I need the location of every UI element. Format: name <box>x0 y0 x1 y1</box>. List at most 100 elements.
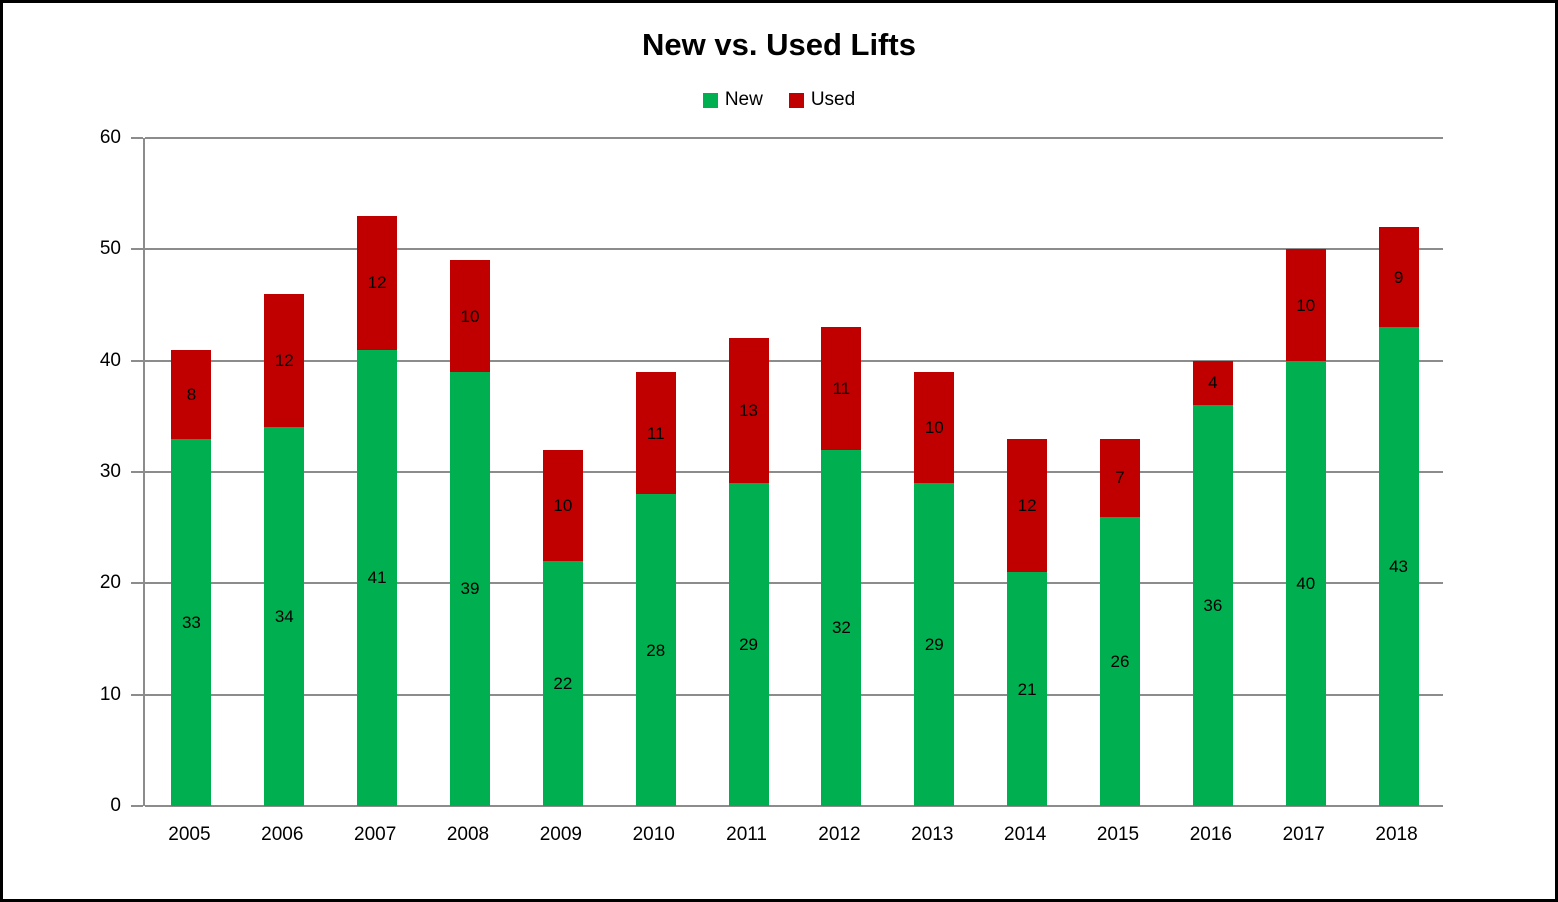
bar-segment-new-2013: 29 <box>914 483 955 806</box>
y-tick-label-40: 40 <box>99 349 121 371</box>
x-tick-label-2013: 2013 <box>911 824 954 845</box>
data-label-new-2011: 29 <box>739 635 759 655</box>
y-tick-label-30: 30 <box>99 461 121 482</box>
x-tick-label-2014: 2014 <box>1004 824 1047 845</box>
bar-segment-new-2011: 29 <box>728 483 769 806</box>
plot-area: 33 8 34 12 41 12 39 10 22 10 28 11 29 13 32 11 29 10 21 12 2… <box>143 137 1443 807</box>
gridline-y50 <box>145 248 1443 251</box>
data-label-new-2017: 40 <box>1296 573 1316 593</box>
gridline-y30 <box>145 471 1443 473</box>
x-tick-label-2010: 2010 <box>632 824 675 845</box>
data-label-new-2006: 34 <box>274 607 294 627</box>
bar-segment-used-2013: 10 <box>914 371 955 484</box>
legend-swatch-new <box>702 92 718 108</box>
x-tick-label-2006: 2006 <box>261 824 304 845</box>
data-label-used-2006: 12 <box>274 351 294 371</box>
x-tick-label-2008: 2008 <box>446 824 490 845</box>
bar-segment-new-2007: 41 <box>357 349 398 806</box>
chart-title: New vs. Used Lifts <box>642 27 916 62</box>
data-label-new-2016: 36 <box>1203 596 1223 616</box>
y-tick-mark-60 <box>131 137 143 139</box>
data-label-used-2013: 10 <box>924 417 944 437</box>
legend-label: Used <box>810 89 856 110</box>
x-tick-label-2007: 2007 <box>354 824 397 845</box>
data-label-new-2015: 26 <box>1110 651 1130 671</box>
bar-segment-new-2008: 39 <box>450 371 490 806</box>
x-tick-label-2005: 2005 <box>168 824 211 845</box>
y-tick-mark-50 <box>131 248 143 251</box>
data-label-used-2018: 9 <box>1393 267 1404 287</box>
bar-segment-new-2014: 21 <box>1007 572 1048 806</box>
bar-segment-used-2015: 7 <box>1100 438 1140 517</box>
bar-segment-used-2018: 9 <box>1378 227 1419 328</box>
data-label-used-2008: 10 <box>460 306 480 326</box>
gridline-y40 <box>145 359 1443 362</box>
bar-segment-used-2006: 12 <box>264 293 305 428</box>
y-tick-mark-10 <box>131 693 143 696</box>
data-label-used-2014: 12 <box>1017 495 1037 515</box>
data-label-new-2007: 41 <box>367 568 387 588</box>
data-label-used-2007: 12 <box>367 273 387 293</box>
data-label-new-2013: 29 <box>924 635 944 655</box>
gridline-y10 <box>145 693 1443 696</box>
y-tick-mark-20 <box>131 582 143 585</box>
bar-segment-used-2012: 11 <box>821 327 862 450</box>
data-label-new-2014: 21 <box>1017 679 1037 699</box>
legend-item-new: New <box>702 89 763 111</box>
y-tick-label-50: 50 <box>99 238 121 260</box>
y-tick-mark-40 <box>131 359 143 362</box>
bar-segment-used-2011: 13 <box>728 338 769 484</box>
bar-segment-used-2014: 12 <box>1007 438 1048 573</box>
data-label-used-2009: 10 <box>553 495 573 515</box>
y-tick-mark-30 <box>131 471 143 473</box>
x-tick-label-2009: 2009 <box>539 824 582 845</box>
x-tick-label-2017: 2017 <box>1282 824 1325 845</box>
data-label-new-2008: 39 <box>460 579 480 599</box>
y-tick-label-10: 10 <box>99 683 121 705</box>
bar-segment-used-2005: 8 <box>171 349 212 439</box>
bar-segment-new-2016: 36 <box>1192 405 1233 806</box>
data-label-used-2012: 11 <box>832 379 851 398</box>
bar-segment-new-2006: 34 <box>264 427 305 806</box>
y-tick-mark-0 <box>131 805 143 807</box>
x-tick-label-2015: 2015 <box>1096 824 1140 845</box>
bar-segment-used-2017: 10 <box>1285 249 1326 361</box>
x-tick-label-2016: 2016 <box>1189 824 1232 845</box>
y-tick-label-0: 0 <box>110 795 121 816</box>
data-label-new-2012: 32 <box>831 618 851 638</box>
data-label-used-2010: 11 <box>646 423 665 443</box>
data-label-new-2018: 43 <box>1389 557 1409 577</box>
legend-swatch-used <box>788 92 804 108</box>
x-axis-line <box>145 805 1443 807</box>
bar-segment-new-2010: 28 <box>635 494 676 806</box>
data-label-used-2016: 4 <box>1208 373 1218 393</box>
bar-segment-used-2010: 11 <box>635 371 676 495</box>
bar-segment-used-2008: 10 <box>450 260 490 372</box>
legend-item-used: Used <box>788 89 856 111</box>
legend-label: New <box>724 89 763 110</box>
data-label-used-2015: 7 <box>1115 468 1125 488</box>
gridline-y20 <box>145 582 1443 585</box>
x-tick-label-2012: 2012 <box>818 824 861 845</box>
chart-legend: New Used <box>3 89 1555 111</box>
y-tick-label-60: 60 <box>99 127 121 148</box>
bar-segment-used-2009: 10 <box>542 449 583 562</box>
data-label-used-2017: 10 <box>1296 295 1316 315</box>
data-label-used-2011: 13 <box>739 401 759 421</box>
bar-segment-used-2016: 4 <box>1192 360 1233 406</box>
x-tick-label-2018: 2018 <box>1375 824 1418 845</box>
bar-segment-new-2009: 22 <box>542 561 583 806</box>
data-label-used-2005: 8 <box>186 384 197 404</box>
bar-segment-new-2018: 43 <box>1378 327 1419 806</box>
y-tick-label-20: 20 <box>99 572 121 594</box>
data-label-new-2009: 22 <box>553 674 573 694</box>
data-label-new-2010: 28 <box>646 640 666 660</box>
bar-segment-new-2015: 26 <box>1100 516 1140 806</box>
x-tick-label-2011: 2011 <box>726 824 767 845</box>
bar-segment-new-2017: 40 <box>1285 360 1326 806</box>
bar-segment-new-2012: 32 <box>821 449 862 806</box>
gridline-y60 <box>145 137 1443 139</box>
bar-segment-new-2005: 33 <box>171 438 212 806</box>
data-label-new-2005: 33 <box>181 612 201 632</box>
